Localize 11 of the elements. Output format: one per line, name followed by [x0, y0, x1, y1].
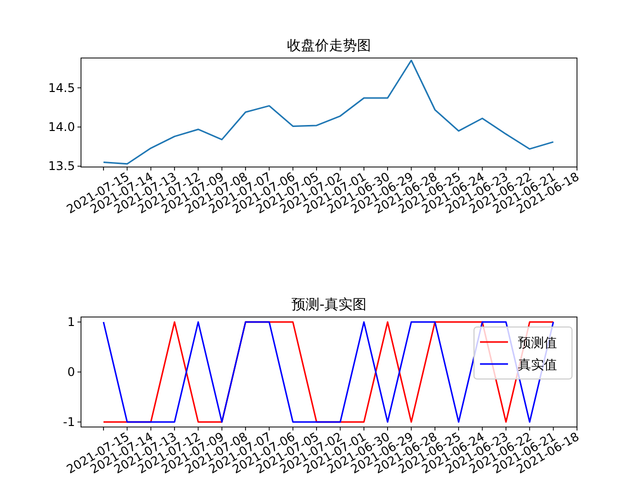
y-tick-label: 14.0	[48, 120, 75, 134]
chart-title: 收盘价走势图	[287, 38, 371, 54]
y-tick-label: 0	[67, 365, 75, 379]
chart-title: 预测-真实图	[291, 297, 367, 313]
line-series	[102, 60, 554, 165]
legend-label: 真实值	[518, 358, 557, 373]
y-tick-label: -1	[63, 415, 75, 429]
y-tick-label: 1	[67, 315, 75, 329]
y-tick-label: 13.5	[48, 159, 75, 174]
legend-label: 预测值	[518, 336, 557, 351]
y-tick-label: 14.5	[48, 80, 75, 95]
